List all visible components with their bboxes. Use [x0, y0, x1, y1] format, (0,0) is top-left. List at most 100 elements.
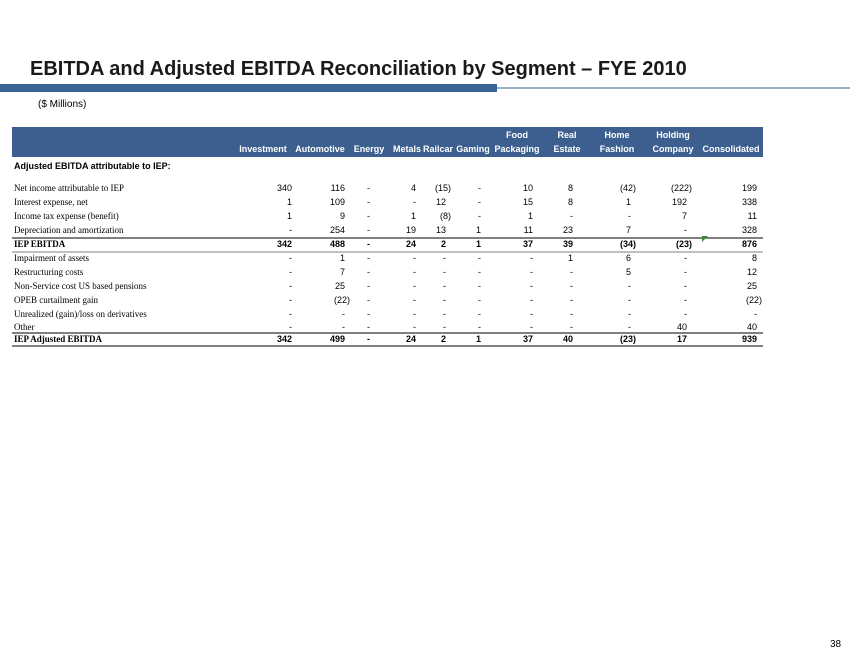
cell: -	[478, 211, 481, 221]
cell: -	[367, 309, 370, 319]
cell: -	[684, 267, 687, 277]
cell: -	[684, 309, 687, 319]
column-header: Packaging	[494, 144, 539, 154]
cell: -	[570, 267, 573, 277]
title: EBITDA and Adjusted EBITDA Reconciliatio…	[30, 58, 687, 80]
cell: -	[367, 281, 370, 291]
cell: 15	[523, 197, 533, 207]
table-header-band	[12, 127, 763, 157]
cell: 1	[411, 211, 416, 221]
cell: 1	[476, 239, 481, 249]
cell: -	[570, 295, 573, 305]
cell: -	[289, 281, 292, 291]
cell: -	[367, 334, 370, 344]
cell: 2	[441, 334, 446, 344]
cell: 254	[330, 225, 345, 235]
cell: 8	[568, 183, 573, 193]
cell: -	[478, 309, 481, 319]
cell: (22)	[746, 295, 762, 305]
cell: -	[367, 322, 370, 332]
cell: -	[628, 322, 631, 332]
cell: 1	[340, 253, 345, 263]
cell: -	[443, 253, 446, 263]
cell: -	[289, 322, 292, 332]
cell: 11	[748, 211, 757, 221]
cell: (34)	[620, 239, 636, 249]
column-header: Gaming	[456, 144, 490, 154]
cell: -	[530, 309, 533, 319]
cell: 499	[330, 334, 345, 344]
cell: 25	[747, 281, 757, 291]
cell: (15)	[435, 183, 451, 193]
column-header: Metals	[393, 144, 421, 154]
cell: 2	[441, 239, 446, 249]
cell: -	[413, 253, 416, 263]
cell: 342	[277, 334, 292, 344]
cell: -	[570, 211, 573, 221]
cell: 23	[563, 225, 573, 235]
column-header: Real	[557, 130, 576, 140]
cell: 939	[742, 334, 757, 344]
cell: -	[443, 281, 446, 291]
cell: 1	[568, 253, 573, 263]
cell: 109	[330, 197, 345, 207]
cell: (8)	[440, 211, 451, 221]
row-label: Other	[14, 322, 35, 332]
cell: -	[289, 309, 292, 319]
cell: 39	[563, 239, 573, 249]
cell: -	[754, 309, 757, 319]
cell: 328	[742, 225, 757, 235]
cell: (23)	[620, 334, 636, 344]
cell: -	[628, 295, 631, 305]
cell: 8	[568, 197, 573, 207]
cell: -	[367, 267, 370, 277]
cell: -	[413, 295, 416, 305]
cell: 199	[742, 183, 757, 193]
cell: 8	[752, 253, 757, 263]
cell: 1	[476, 225, 481, 235]
cell: -	[367, 211, 370, 221]
cell: 876	[742, 239, 757, 249]
column-header: Energy	[354, 144, 385, 154]
cell: 1	[287, 211, 292, 221]
cell: -	[367, 295, 370, 305]
column-header: Consolidated	[702, 144, 759, 154]
cell: 24	[406, 334, 416, 344]
cell: -	[530, 322, 533, 332]
row-label: Net income attributable to IEP	[14, 183, 124, 193]
cell: -	[342, 322, 345, 332]
column-header: Investment	[239, 144, 287, 154]
cell: -	[530, 295, 533, 305]
row-label: Unrealized (gain)/loss on derivatives	[14, 309, 147, 319]
cell: 192	[672, 197, 687, 207]
cell: -	[367, 197, 370, 207]
cell: 1	[476, 334, 481, 344]
cell: -	[478, 253, 481, 263]
cell: -	[413, 281, 416, 291]
cell: -	[530, 267, 533, 277]
cell: 1	[528, 211, 533, 221]
cell: 5	[626, 267, 631, 277]
cell: -	[478, 197, 481, 207]
cell: -	[289, 295, 292, 305]
cell: 40	[747, 322, 757, 332]
cell: 10	[523, 183, 533, 193]
row-label: Interest expense, net	[14, 197, 88, 207]
cell: 12	[436, 197, 446, 207]
cell: -	[684, 253, 687, 263]
cell: -	[413, 197, 416, 207]
cell: 7	[340, 267, 345, 277]
cell: 1	[287, 197, 292, 207]
cell: 1	[626, 197, 631, 207]
row-label: Restructuring costs	[14, 267, 84, 277]
cell: -	[628, 281, 631, 291]
cell: 6	[626, 253, 631, 263]
cell: 24	[406, 239, 416, 249]
cell: (23)	[676, 239, 692, 249]
column-header: Estate	[553, 144, 580, 154]
cell: (22)	[334, 295, 350, 305]
cell: -	[413, 309, 416, 319]
cell: 116	[331, 183, 345, 193]
column-header: Food	[506, 130, 528, 140]
